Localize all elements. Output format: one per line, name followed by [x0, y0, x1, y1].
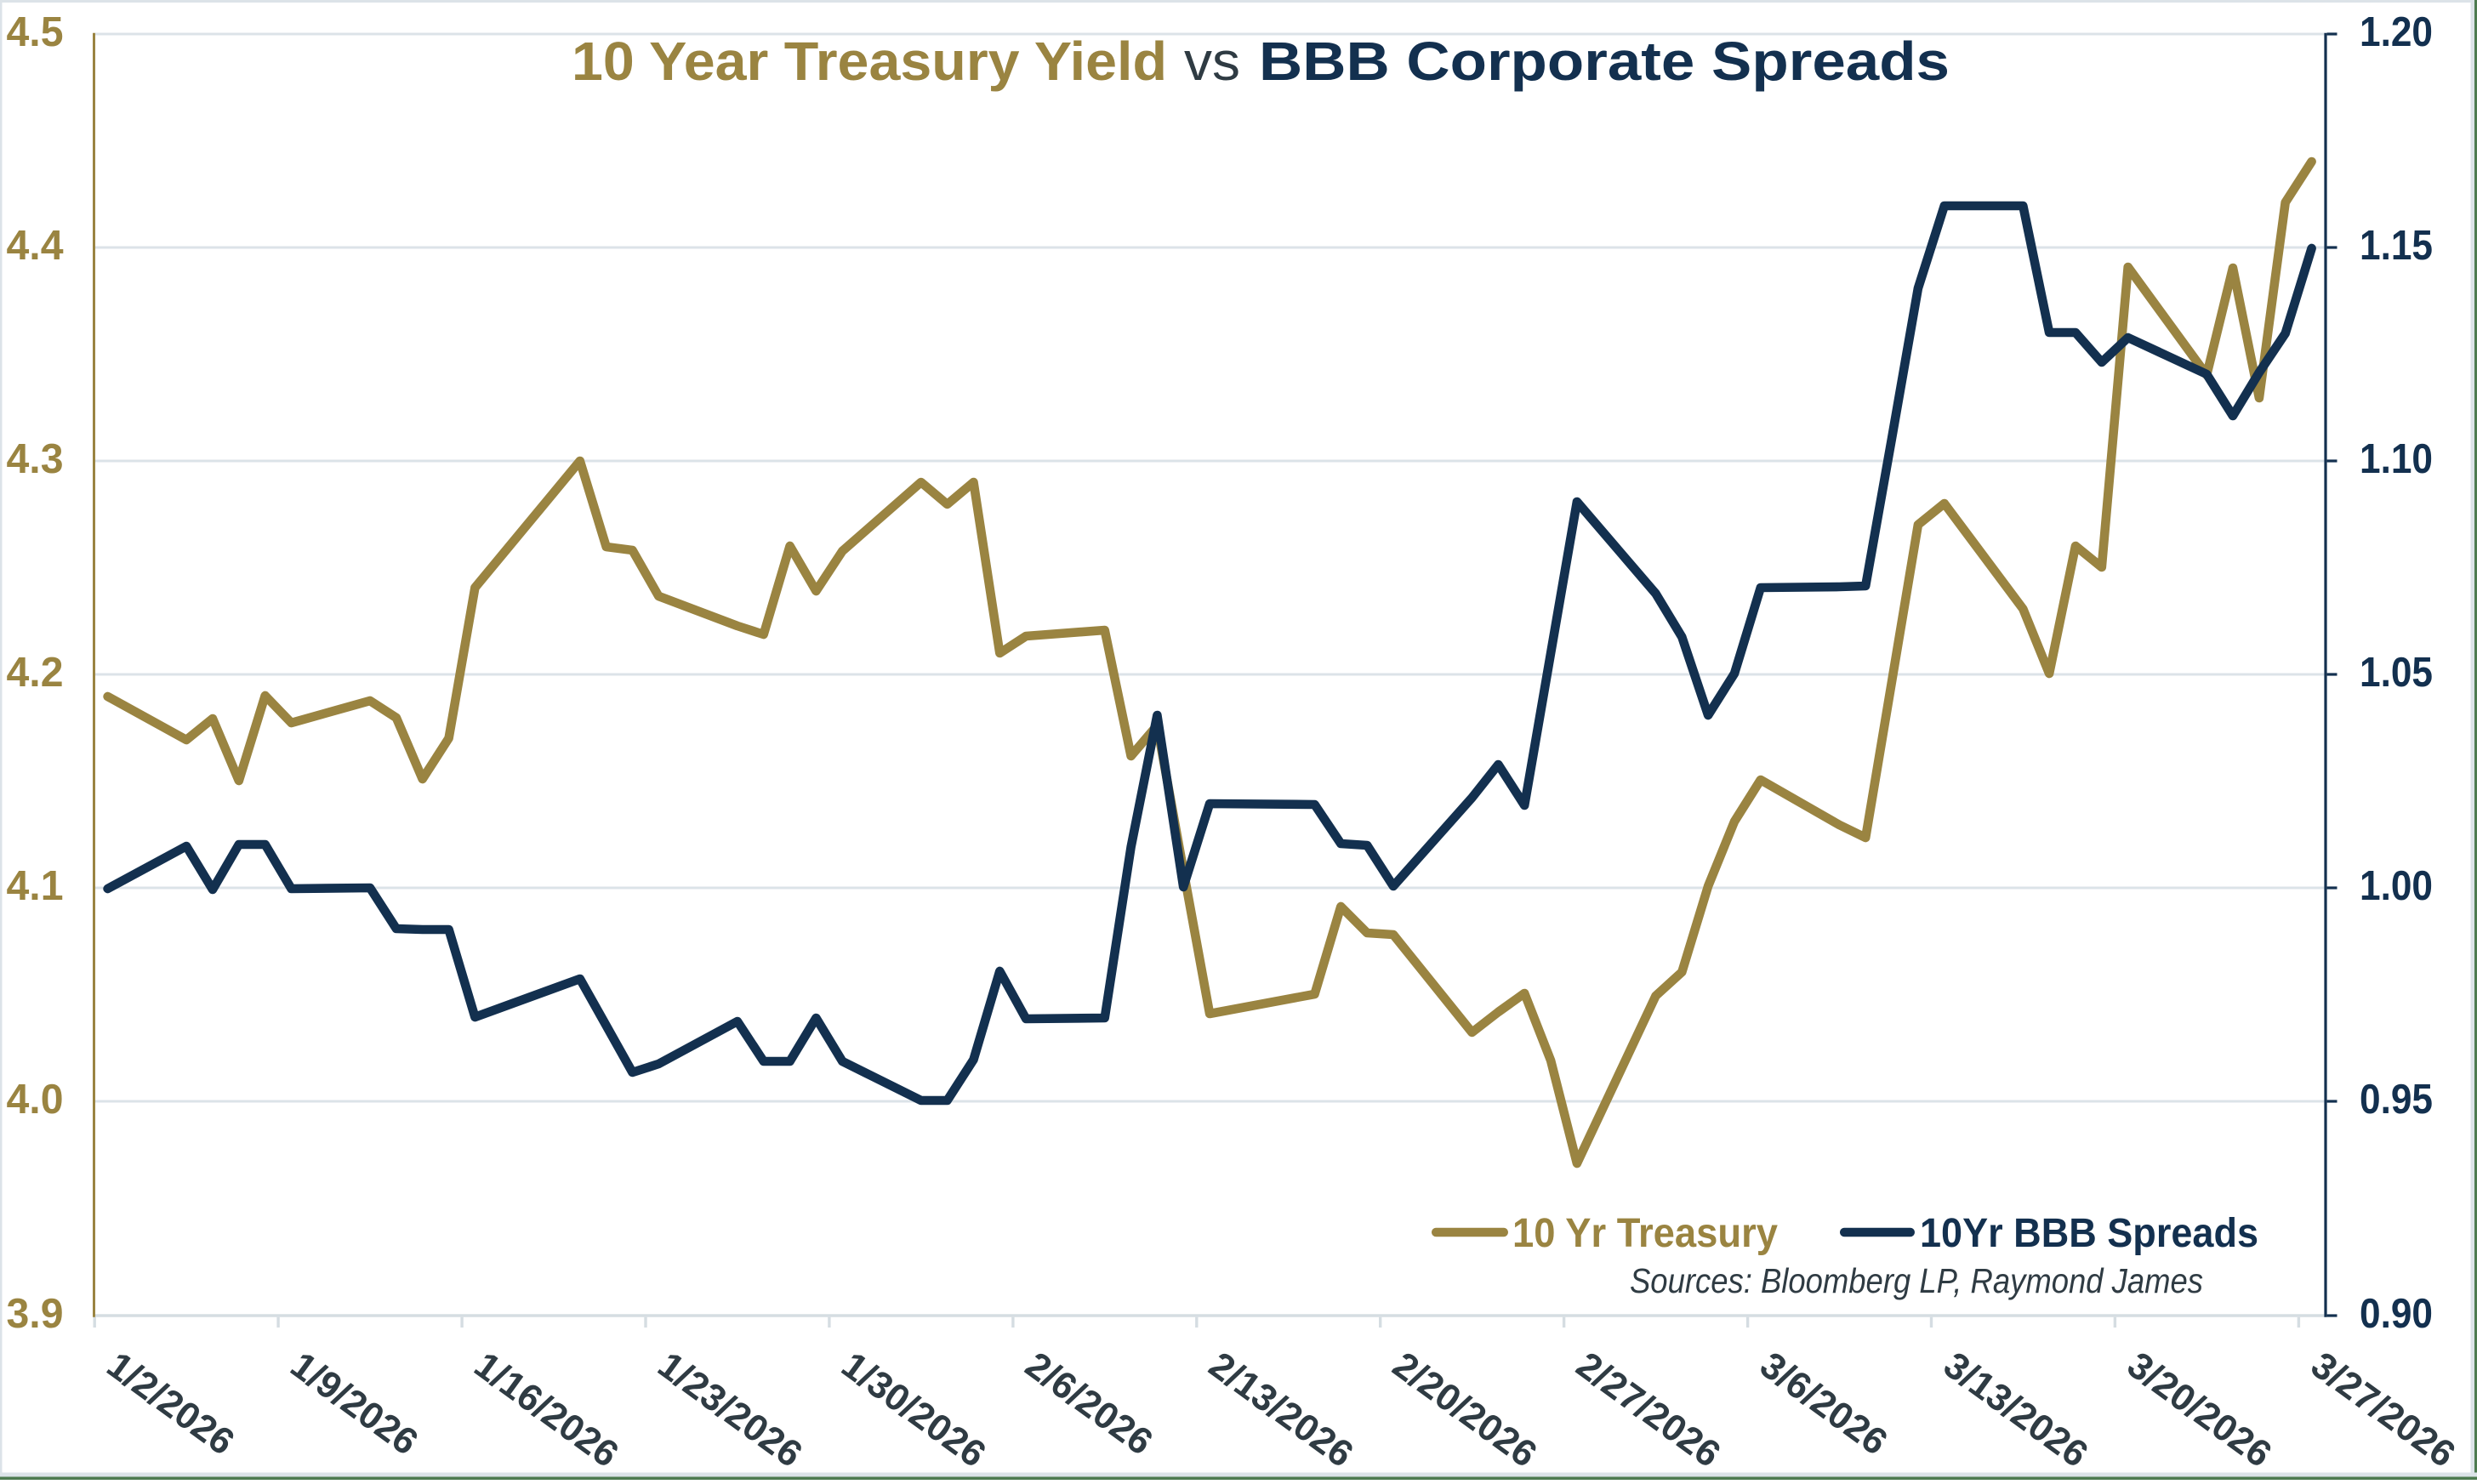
svg-text:10Yr BBB Spreads: 10Yr BBB Spreads	[1920, 1211, 2258, 1256]
svg-text:1.10: 1.10	[2360, 436, 2433, 482]
svg-text:1.00: 1.00	[2360, 863, 2433, 909]
svg-text:vs: vs	[1184, 31, 1240, 92]
svg-text:10 Year Treasury Yield: 10 Year Treasury Yield	[572, 31, 1167, 92]
svg-text:1.15: 1.15	[2360, 223, 2433, 269]
svg-text:4.5: 4.5	[7, 9, 64, 55]
svg-text:1.20: 1.20	[2360, 9, 2433, 55]
svg-text:10 Yr Treasury: 10 Yr Treasury	[1512, 1211, 1778, 1256]
svg-text:1.05: 1.05	[2360, 650, 2433, 696]
svg-text:3.9: 3.9	[7, 1291, 64, 1337]
svg-text:0.95: 0.95	[2360, 1077, 2433, 1123]
svg-text:4.0: 4.0	[7, 1077, 64, 1123]
svg-text:4.1: 4.1	[7, 863, 64, 909]
svg-text:4.4: 4.4	[7, 223, 64, 269]
svg-text:BBB Corporate Spreads: BBB Corporate Spreads	[1259, 31, 1950, 92]
svg-text:4.3: 4.3	[7, 436, 64, 482]
svg-text:Sources: Bloomberg LP, Raymond: Sources: Bloomberg LP, Raymond James	[1630, 1261, 2203, 1300]
svg-text:4.2: 4.2	[7, 650, 64, 696]
svg-text:0.90: 0.90	[2360, 1291, 2433, 1337]
